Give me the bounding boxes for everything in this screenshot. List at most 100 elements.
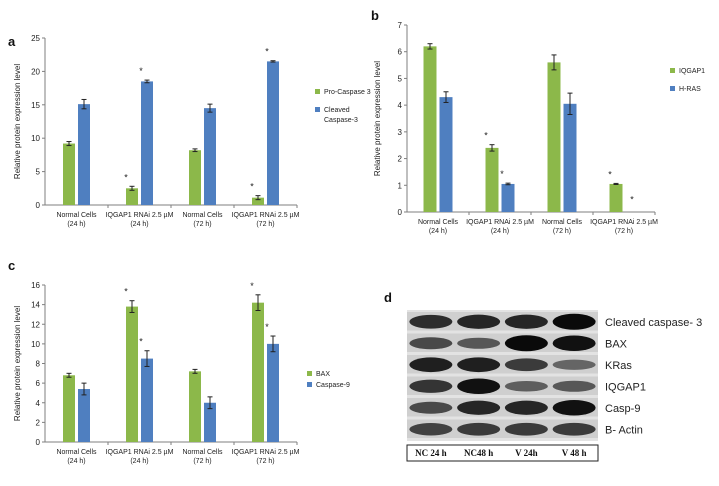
blot-band — [504, 358, 548, 372]
x-tick-label: Normal Cells — [182, 449, 223, 456]
blot-band — [504, 422, 548, 436]
bar — [141, 81, 153, 205]
legend-swatch — [670, 68, 675, 73]
bar — [189, 150, 201, 205]
x-tick-label: (72 h) — [256, 221, 274, 228]
x-tick-label: (24 h) — [130, 221, 148, 228]
x-tick-label: (72 h) — [193, 221, 211, 228]
bar — [485, 147, 499, 212]
y-tick-label: 6 — [36, 379, 41, 388]
blot-band — [552, 313, 596, 330]
blot-band — [552, 422, 596, 436]
x-tick-label: (24 h) — [130, 458, 148, 465]
blot-row-label: Casp-9 — [605, 403, 640, 415]
legend-swatch — [315, 107, 320, 112]
bar — [563, 103, 577, 212]
panel-letter: c — [8, 258, 15, 273]
blot-band — [552, 399, 596, 416]
x-tick-label: (72 h) — [193, 458, 211, 465]
panel-letter: a — [8, 34, 16, 49]
legend-swatch — [307, 371, 312, 376]
bar — [126, 306, 138, 442]
bar — [63, 143, 75, 205]
y-tick-label: 10 — [31, 134, 40, 143]
blot-panel-d: d Cleaved caspase- 3 BAX KRas IQGAP1 Casp-9 B-… — [384, 290, 702, 462]
x-tick-label: (72 h) — [256, 458, 274, 465]
blot-row-background — [407, 312, 598, 331]
bar — [189, 371, 201, 442]
blot-band — [457, 422, 501, 436]
blot-band — [409, 423, 453, 436]
chart-panel-b: b 0 1 2 3 4 5 6 7 Relative protein expression lev… — [371, 8, 705, 235]
legend-label: BAX — [316, 371, 330, 378]
significance-marker: * — [124, 287, 128, 297]
blot-row-background — [407, 419, 598, 438]
y-tick-label: 5 — [398, 74, 403, 83]
legend-swatch — [307, 382, 312, 387]
blot-band — [504, 314, 548, 329]
significance-marker: * — [484, 131, 488, 141]
legend-label: Caspase-3 — [324, 117, 358, 124]
x-tick-label: Normal Cells — [182, 212, 223, 219]
chart-panel-c: c 0 2 4 6 8 10 12 14 16 Relative protein expressio… — [8, 258, 350, 465]
significance-marker: * — [265, 322, 269, 332]
bar — [547, 62, 561, 213]
bar — [126, 188, 138, 205]
blot-band — [504, 400, 548, 415]
y-axis-label: Relative protein expression level — [13, 64, 22, 179]
y-tick-label: 15 — [31, 101, 40, 110]
blot-row-background — [407, 333, 598, 352]
significance-marker: * — [124, 172, 128, 182]
bar — [439, 97, 453, 212]
y-tick-label: 8 — [36, 360, 41, 369]
x-tick-label: IQGAP1 RNAi 2.5 µM — [106, 449, 174, 456]
significance-marker: * — [250, 182, 254, 192]
significance-marker: * — [139, 337, 143, 347]
significance-marker: * — [500, 169, 504, 179]
legend-label: Cleaved — [324, 107, 350, 114]
blot-band — [457, 400, 501, 415]
y-tick-label: 16 — [31, 281, 40, 290]
y-tick-label: 20 — [31, 67, 40, 76]
significance-marker: * — [630, 195, 634, 205]
bar — [204, 108, 216, 205]
lane-label: V 48 h — [562, 448, 587, 458]
y-tick-label: 12 — [31, 320, 40, 329]
bar — [63, 375, 75, 442]
lane-label: V 24h — [515, 448, 538, 458]
significance-marker: * — [265, 47, 269, 57]
y-tick-label: 4 — [36, 399, 41, 408]
bar — [267, 343, 279, 442]
lane-label: NC 24 h — [415, 448, 447, 458]
y-tick-label: 1 — [398, 181, 403, 190]
y-tick-label: 25 — [31, 34, 40, 43]
x-tick-label: IQGAP1 RNAi 2.5 µM — [466, 219, 534, 226]
x-tick-label: (24 h) — [67, 458, 85, 465]
y-tick-label: 2 — [36, 418, 41, 427]
blot-band — [457, 357, 501, 373]
x-tick-label: IQGAP1 RNAi 2.5 µM — [590, 219, 658, 226]
legend-label: IQGAP1 — [679, 68, 705, 75]
blot-membrane — [407, 310, 598, 441]
panel-letter: d — [384, 290, 392, 305]
bar — [423, 46, 437, 212]
blot-band — [552, 380, 596, 392]
y-tick-label: 4 — [398, 101, 403, 110]
blot-band — [409, 337, 453, 350]
blot-band — [409, 401, 453, 414]
blot-band — [504, 335, 548, 352]
blot-row-background — [407, 376, 598, 395]
chart-panel-a: a 0 5 10 15 20 25 Relative protein expression l… — [8, 34, 371, 228]
bar — [141, 358, 153, 442]
x-tick-label: (72 h) — [615, 228, 633, 235]
lane-label: NC48 h — [464, 448, 493, 458]
blot-row-label: BAX — [605, 338, 628, 350]
x-tick-label: Normal Cells — [542, 219, 583, 226]
y-tick-label: 0 — [36, 438, 41, 447]
y-axis-label: Relative protein expression level — [13, 306, 22, 421]
bar — [204, 402, 216, 442]
significance-marker: * — [608, 169, 612, 179]
blot-row-label: IQGAP1 — [605, 381, 646, 393]
y-tick-label: 10 — [31, 340, 40, 349]
